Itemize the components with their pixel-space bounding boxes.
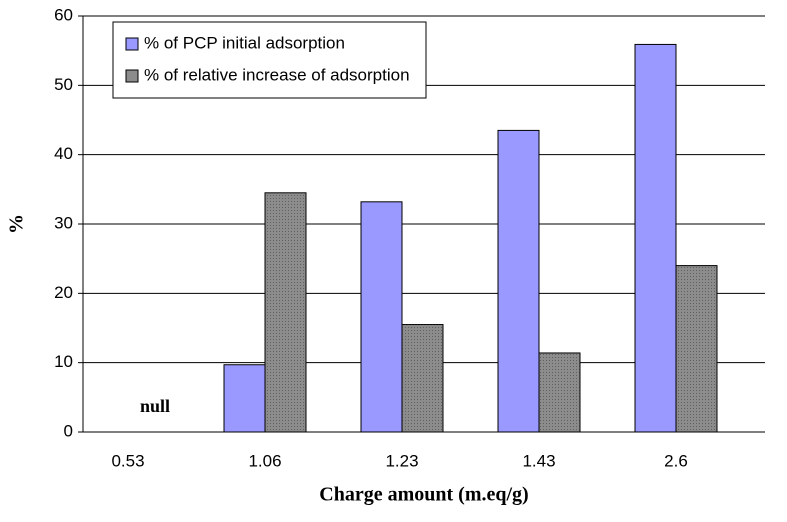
y-tick-label: 50	[54, 75, 73, 94]
y-axis-title: %	[6, 214, 28, 234]
bar	[223, 364, 266, 433]
x-tick-label: 1.43	[522, 451, 555, 470]
bar-texture	[402, 324, 443, 432]
bar-texture	[676, 265, 717, 432]
bar	[634, 43, 677, 433]
legend-label: % of relative increase of adsorption	[144, 65, 410, 84]
x-tick-label: 0.53	[111, 451, 144, 470]
legend-label: % of PCP initial adsorption	[144, 33, 345, 52]
y-tick-label: 10	[54, 352, 73, 371]
x-tick-label: 1.06	[248, 451, 281, 470]
bar-texture	[265, 192, 306, 432]
x-axis-title: Charge amount (m.eq/g)	[319, 484, 528, 506]
legend-swatch	[125, 69, 139, 83]
x-tick-label: 1.23	[385, 451, 418, 470]
x-tick-label: 2.6	[664, 451, 688, 470]
y-tick-label: 30	[54, 213, 73, 232]
legend-box	[112, 21, 427, 99]
legend-swatch	[125, 37, 139, 51]
bar	[360, 201, 403, 433]
annotation: null	[140, 396, 170, 416]
y-tick-label: 40	[54, 144, 73, 163]
y-tick-label: 0	[64, 421, 73, 440]
y-tick-label: 20	[54, 283, 73, 302]
y-tick-label: 60	[54, 5, 73, 24]
bar-texture	[539, 352, 580, 432]
bar	[497, 129, 540, 433]
